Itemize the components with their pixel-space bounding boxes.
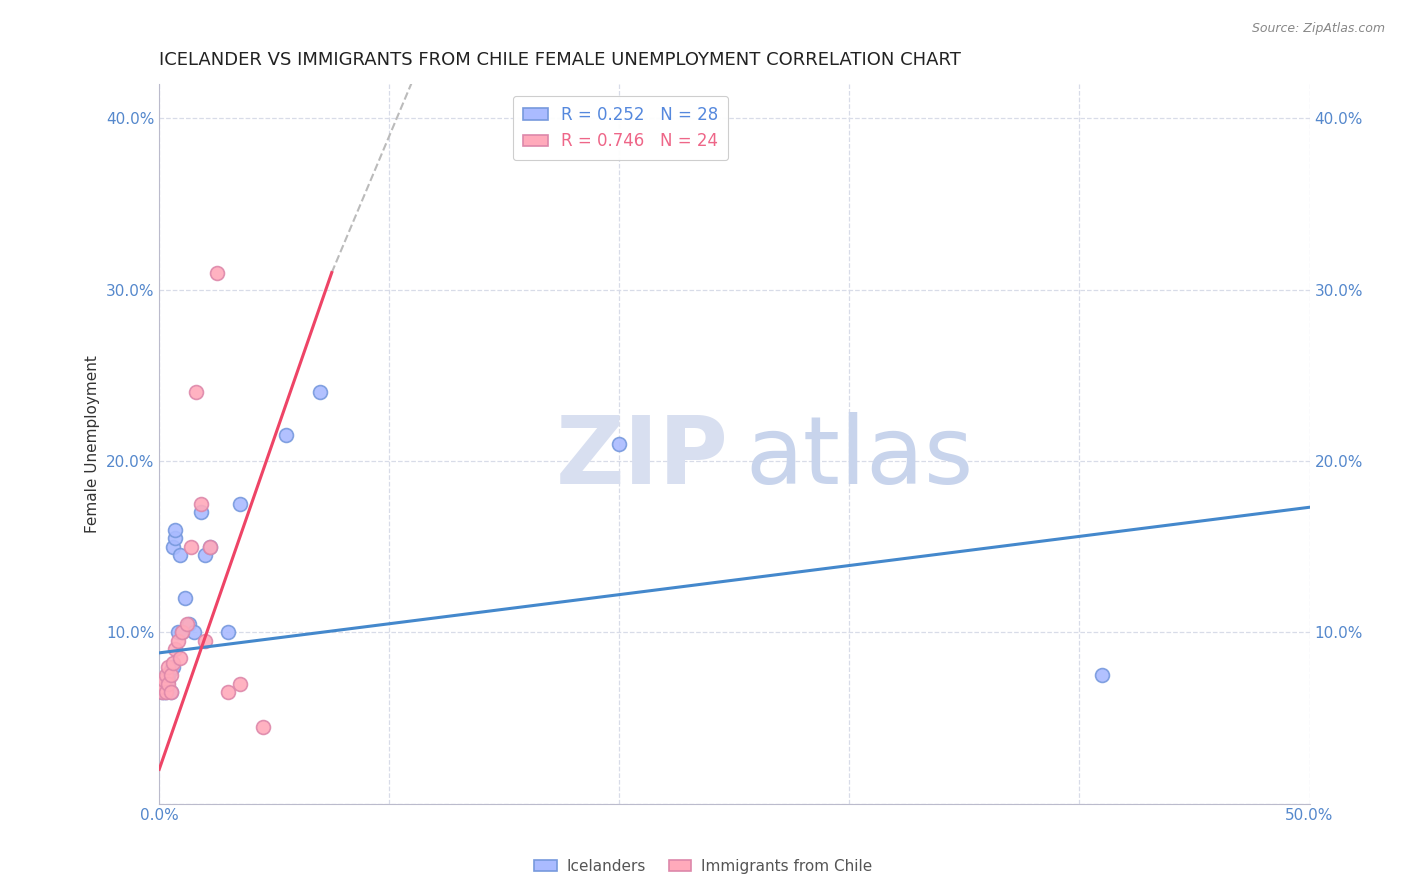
Point bbox=[184, 385, 207, 400]
Point bbox=[162, 659, 184, 673]
Point bbox=[229, 497, 252, 511]
Point bbox=[169, 651, 191, 665]
Point bbox=[169, 548, 191, 562]
Point bbox=[194, 633, 217, 648]
Point bbox=[165, 523, 187, 537]
Point bbox=[153, 685, 176, 699]
Point bbox=[194, 548, 217, 562]
Text: ICELANDER VS IMMIGRANTS FROM CHILE FEMALE UNEMPLOYMENT CORRELATION CHART: ICELANDER VS IMMIGRANTS FROM CHILE FEMAL… bbox=[159, 51, 962, 69]
Legend: Icelanders, Immigrants from Chile: Icelanders, Immigrants from Chile bbox=[529, 853, 877, 880]
Point bbox=[153, 673, 176, 688]
Point bbox=[165, 642, 187, 657]
Point bbox=[309, 385, 332, 400]
Point bbox=[150, 685, 173, 699]
Point bbox=[155, 676, 177, 690]
Point bbox=[229, 676, 252, 690]
Point bbox=[190, 497, 212, 511]
Point bbox=[217, 685, 239, 699]
Point bbox=[183, 625, 205, 640]
Text: ZIP: ZIP bbox=[555, 412, 728, 504]
Point bbox=[205, 266, 228, 280]
Text: atlas: atlas bbox=[745, 412, 974, 504]
Point bbox=[274, 428, 297, 442]
Point bbox=[155, 668, 177, 682]
Point bbox=[198, 540, 221, 554]
Text: Source: ZipAtlas.com: Source: ZipAtlas.com bbox=[1251, 22, 1385, 36]
Point bbox=[607, 437, 630, 451]
Point bbox=[157, 673, 180, 688]
Point bbox=[157, 659, 180, 673]
Point bbox=[173, 591, 195, 605]
Point bbox=[153, 680, 176, 694]
Point bbox=[159, 685, 181, 699]
Point bbox=[157, 668, 180, 682]
Point bbox=[172, 625, 194, 640]
Point bbox=[159, 663, 181, 677]
Point bbox=[157, 676, 180, 690]
Point bbox=[155, 685, 177, 699]
Point bbox=[1091, 668, 1114, 682]
Point bbox=[159, 685, 181, 699]
Legend: R = 0.252   N = 28, R = 0.746   N = 24: R = 0.252 N = 28, R = 0.746 N = 24 bbox=[513, 96, 728, 161]
Point bbox=[150, 685, 173, 699]
Point bbox=[153, 680, 176, 694]
Point bbox=[159, 668, 181, 682]
Y-axis label: Female Unemployment: Female Unemployment bbox=[86, 355, 100, 533]
Point bbox=[162, 656, 184, 670]
Point bbox=[162, 540, 184, 554]
Point bbox=[172, 625, 194, 640]
Point bbox=[198, 540, 221, 554]
Point bbox=[179, 616, 201, 631]
Point bbox=[166, 633, 188, 648]
Point bbox=[166, 625, 188, 640]
Point bbox=[155, 685, 177, 699]
Point bbox=[180, 540, 202, 554]
Point bbox=[217, 625, 239, 640]
Point bbox=[176, 616, 198, 631]
Point bbox=[165, 531, 187, 545]
Point bbox=[190, 505, 212, 519]
Point bbox=[252, 719, 274, 733]
